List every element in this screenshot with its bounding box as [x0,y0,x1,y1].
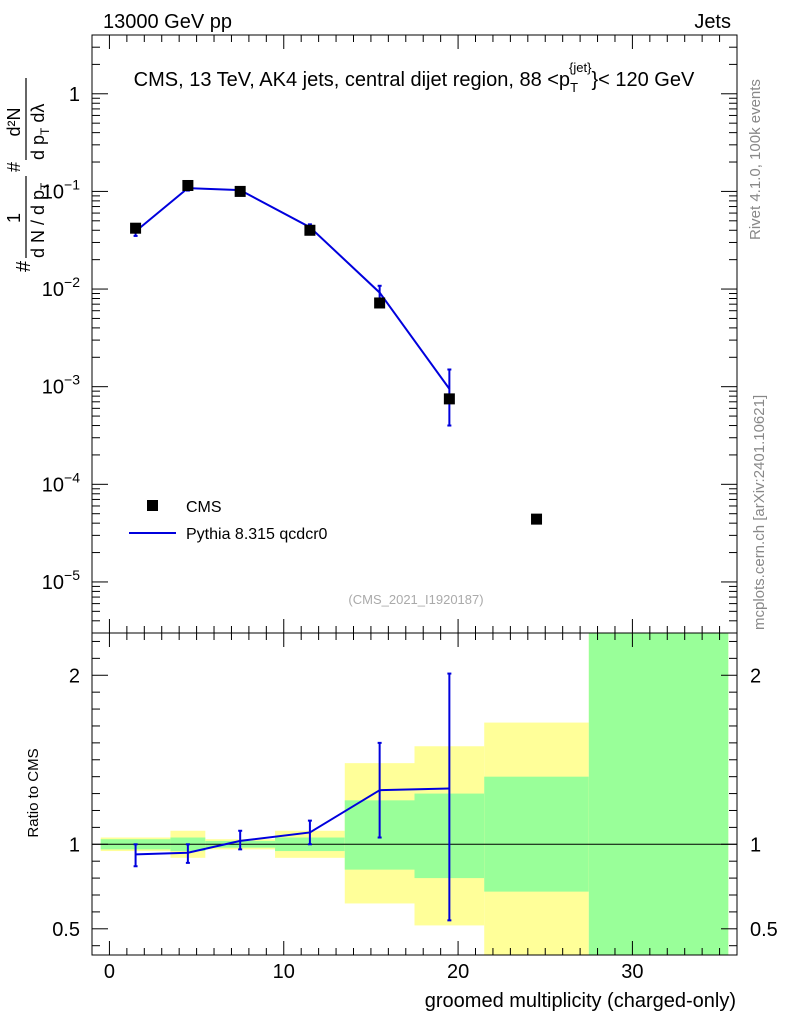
analysis-watermark: (CMS_2021_I1920187) [348,592,483,607]
ratio-y-tick-label-right-0: 0.5 [750,919,778,941]
cms-data-point-4 [374,297,386,309]
rivet-label: Rivet 4.1.0, 100k events [747,79,764,240]
title-sub: T [570,80,578,95]
main-title: CMS, 13 TeV, AK4 jets, central dijet reg… [134,60,695,95]
axis-ticks [91,34,738,955]
ratio-mc-series [133,672,452,922]
main-ylabel: # 1 d N / d pT # d²N d pT dλ [4,78,52,272]
ratio-mc-line [135,787,450,856]
x-tick-label-1: 10 [273,961,295,983]
ratio-y-tick-label-left-1: 1 [69,834,80,856]
main-y-tick-label-5: 10−5 [42,567,80,594]
ratio-y-tick-label-right-1: 1 [750,834,761,856]
ratio-bands [100,633,729,955]
main-y-tick-label-0: 1 [69,84,80,106]
ylabel-frac1-den-sub: T [38,182,52,190]
legend: CMS Pythia 8.315 qcdcr0 [129,499,328,543]
cms-data-point-1 [182,179,194,191]
band-green-6 [484,776,589,892]
main-y-tick-labels: 1 10−1 10−2 10−3 10−4 10−5 [42,84,80,594]
x-axis-label: groomed multiplicity (charged-only) [425,990,736,1012]
ylabel-frac1-den: d N / d pT [28,182,52,258]
ratio-y-tick-labels: 0.5 0.5 1 1 2 2 [52,665,778,941]
cms-data-point-3 [304,224,316,236]
title-sup: {jet} [569,60,592,75]
header-left: 13000 GeV pp [103,11,232,33]
ylabel-frac1-num: 1 [4,213,24,223]
x-tick-label-0: 0 [104,961,115,983]
title-before: CMS, 13 TeV, AK4 jets, central dijet reg… [134,69,570,91]
x-tick-labels: 0 10 20 30 [104,961,644,983]
main-data-series [130,179,543,525]
cms-data-point-5 [443,393,455,405]
ylabel-frac1-den-text: d N / d p [28,190,48,258]
main-y-tick-label-4: 10−4 [42,469,80,496]
legend-label-cms: CMS [186,499,222,516]
cms-data-point-6 [531,513,543,525]
ylabel-frac2-den-text: d p [28,135,48,160]
ylabel-hash2: # [4,162,24,172]
x-tick-label-2: 20 [447,961,469,983]
main-y-tick-label-1: 10−1 [42,176,80,203]
ratio-y-tick-label-right-2: 2 [750,665,761,687]
title-after: }< 120 GeV [591,69,695,91]
x-tick-label-3: 30 [621,961,643,983]
cms-data-point-0 [130,222,142,234]
legend-label-pythia: Pythia 8.315 qcdcr0 [186,526,328,543]
main-mc-line [134,187,451,390]
ratio-y-tick-label-left-2: 2 [69,665,80,687]
header-right: Jets [694,11,731,33]
band-green-7 [588,633,729,955]
ylabel-frac2-num: d²N [4,107,24,136]
ylabel-frac2-den-tail: dλ [28,104,48,128]
main-y-tick-label-2: 10−2 [42,274,80,301]
ratio-y-tick-label-left-0: 0.5 [52,919,80,941]
cms-data-point-2 [234,185,246,197]
ylabel-frac2-den: d pT dλ [28,104,52,160]
main-y-tick-label-3: 10−3 [42,372,80,399]
main-frame [91,34,738,634]
main-mc-series [133,184,452,427]
legend-marker-cms [147,500,158,511]
ylabel-frac2-den-sub: T [38,127,52,135]
ratio-ylabel: Ratio to CMS [25,748,42,837]
mcplots-label: mcplots.cern.ch [arXiv:2401.10621] [751,395,768,630]
ylabel-hash: # [13,260,35,272]
